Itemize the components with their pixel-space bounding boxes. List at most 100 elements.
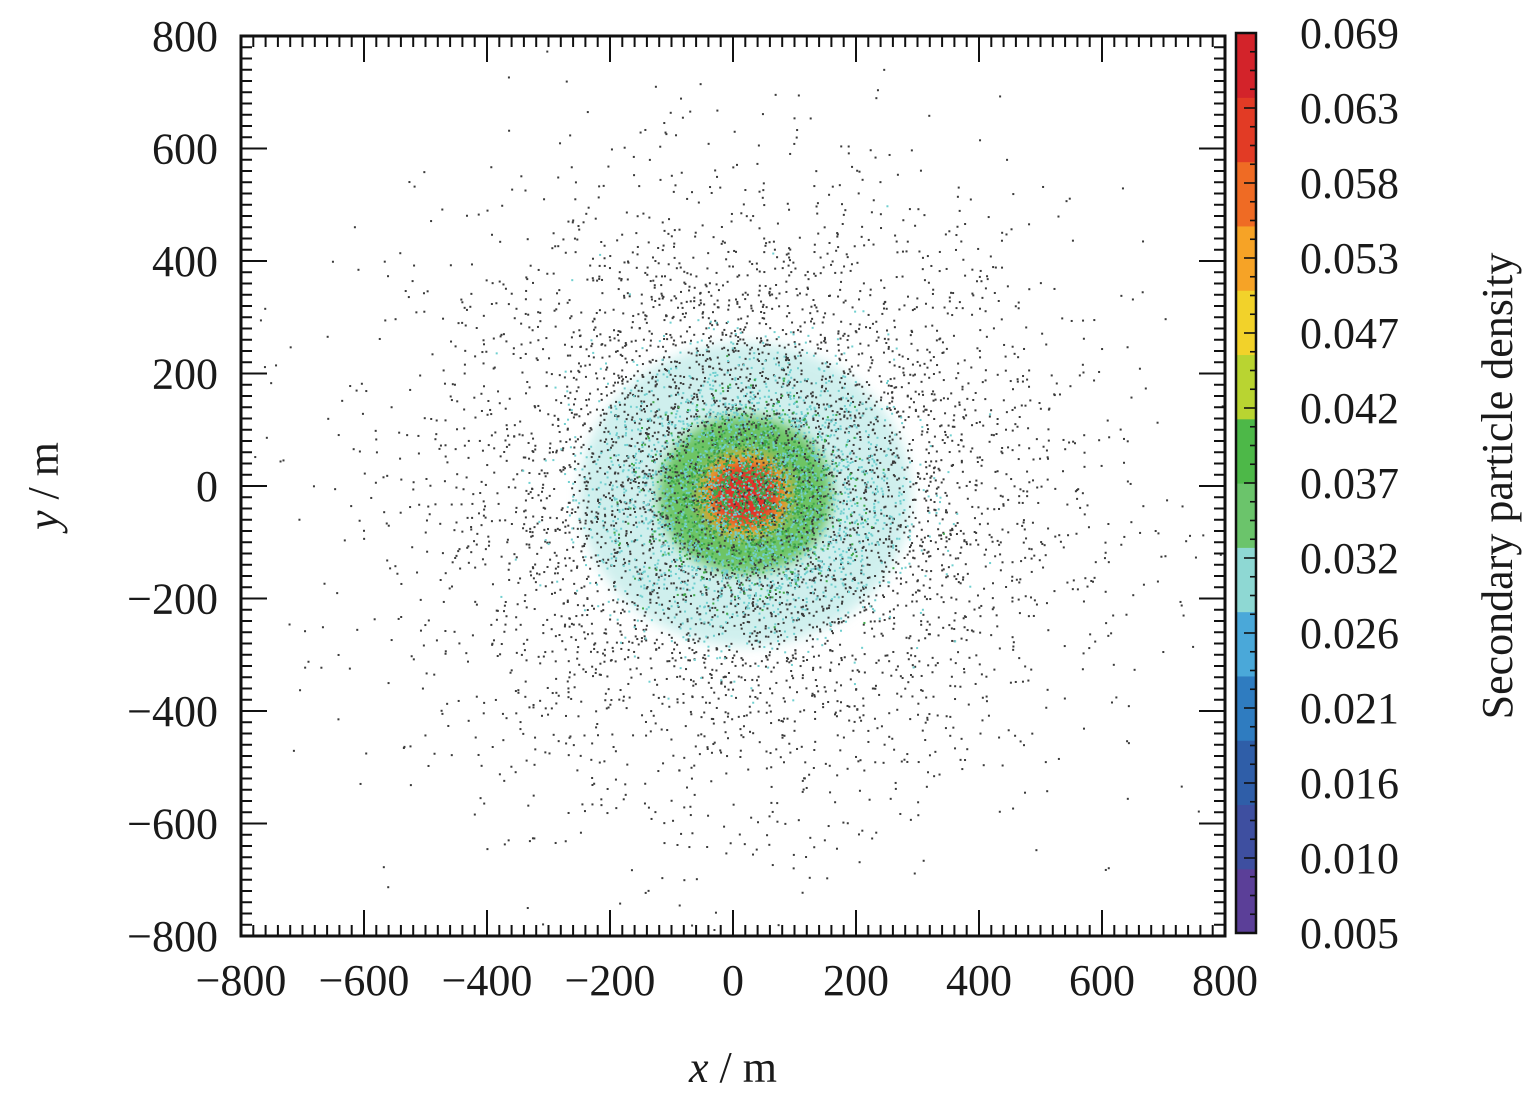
density-point: [584, 670, 587, 673]
density-point: [1112, 663, 1115, 666]
density-point: [909, 334, 912, 337]
density-point: [928, 376, 931, 379]
density-point: [835, 475, 838, 478]
density-point: [1000, 318, 1003, 321]
density-point: [904, 519, 907, 522]
density-point: [710, 489, 713, 492]
density-point: [668, 522, 671, 525]
density-point: [589, 477, 592, 480]
density-point: [722, 403, 725, 406]
density-point: [964, 615, 967, 618]
density-point: [582, 604, 585, 607]
density-point: [839, 563, 842, 566]
density-point: [299, 689, 302, 692]
density-point: [632, 314, 635, 317]
density-point: [532, 437, 535, 440]
density-point: [593, 318, 596, 321]
density-point: [557, 562, 560, 565]
density-point: [583, 422, 586, 425]
density-point: [895, 411, 898, 414]
density-point: [730, 642, 733, 645]
density-point: [869, 620, 872, 623]
density-point: [588, 363, 591, 366]
density-point: [995, 433, 998, 436]
density-point: [527, 313, 530, 316]
density-point: [758, 641, 761, 644]
density-point: [763, 380, 766, 383]
density-point: [433, 752, 436, 755]
density-point: [508, 562, 511, 565]
density-point: [711, 311, 714, 314]
density-point: [846, 822, 849, 825]
density-point: [675, 15, 677, 17]
density-point: [1024, 665, 1027, 668]
density-point: [1126, 480, 1129, 483]
density-point: [867, 424, 870, 427]
density-point: [558, 302, 561, 305]
density-point: [591, 342, 594, 345]
density-point: [737, 318, 740, 321]
density-point: [692, 549, 695, 552]
density-point: [926, 718, 929, 721]
density-point: [709, 573, 712, 576]
density-point: [737, 377, 740, 380]
density-point: [811, 563, 814, 566]
density-point: [1219, 553, 1222, 556]
density-point: [882, 570, 885, 573]
density-point: [631, 359, 634, 362]
density-point: [723, 508, 726, 511]
density-point: [874, 488, 877, 491]
density-point: [641, 714, 644, 717]
density-point: [826, 607, 829, 610]
density-point: [626, 292, 629, 295]
density-point: [879, 461, 882, 464]
density-point: [845, 359, 848, 362]
density-point: [1088, 647, 1091, 650]
density-point: [686, 588, 689, 591]
density-point: [1082, 600, 1085, 603]
density-point: [626, 541, 629, 544]
density-point: [1110, 701, 1113, 704]
density-point: [702, 333, 705, 336]
density-point: [484, 483, 487, 486]
density-point: [651, 256, 654, 259]
density-point: [521, 434, 524, 437]
density-point: [664, 562, 667, 565]
density-point: [834, 418, 837, 421]
density-point: [555, 554, 558, 557]
density-point: [837, 246, 840, 249]
density-point: [648, 426, 651, 429]
density-point: [893, 319, 896, 322]
density-point: [824, 377, 827, 380]
density-point: [707, 346, 710, 349]
density-point: [822, 446, 825, 449]
density-point: [701, 224, 704, 227]
density-point: [889, 378, 892, 381]
density-point: [653, 431, 656, 434]
density-point: [630, 445, 633, 448]
density-point: [623, 658, 626, 661]
density-point: [849, 543, 852, 546]
density-point: [604, 344, 607, 347]
density-point: [898, 365, 901, 368]
density-point: [673, 596, 676, 599]
density-point: [857, 760, 860, 763]
density-point: [868, 563, 871, 566]
density-point: [765, 306, 768, 309]
density-point: [512, 347, 515, 350]
density-point: [807, 553, 810, 556]
density-point: [1004, 355, 1007, 358]
density-point: [672, 754, 675, 757]
density-point: [697, 540, 700, 543]
density-point: [573, 592, 576, 595]
density-point: [480, 480, 483, 483]
density-point: [662, 515, 665, 518]
density-point: [708, 609, 711, 612]
density-point: [755, 262, 758, 265]
density-point: [756, 462, 759, 465]
density-point: [782, 621, 785, 624]
density-point: [543, 198, 546, 201]
density-point: [557, 740, 560, 743]
density-point: [674, 541, 677, 544]
density-point: [923, 497, 926, 500]
